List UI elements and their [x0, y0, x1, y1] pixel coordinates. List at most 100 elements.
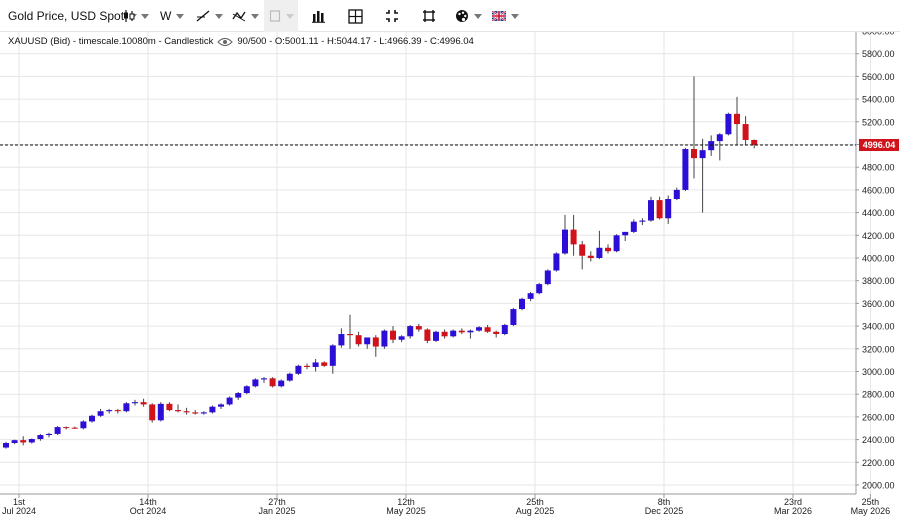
candle-down [347, 334, 353, 336]
interval-dropdown[interactable]: W [160, 0, 185, 32]
y-tick-label: 4400.00 [862, 208, 895, 218]
candle-down [63, 427, 70, 429]
candle-up [648, 200, 654, 221]
last-price-tag: 4996.04 [859, 138, 899, 151]
candle-down [579, 244, 586, 256]
candle-up [286, 373, 293, 381]
y-tick-label: 5800.00 [862, 49, 895, 59]
x-tick-month: Jul 2024 [2, 506, 36, 516]
x-tick-month: May 2025 [386, 506, 426, 516]
candle-up [89, 415, 95, 422]
candle-down [390, 330, 396, 340]
theme-dropdown[interactable] [455, 0, 482, 32]
candle-down [570, 229, 577, 245]
candle-up [622, 231, 629, 236]
candle-down [192, 412, 199, 414]
candle-up [37, 435, 44, 440]
price-axis[interactable]: 2000.00 2200.00 2400.00 2600.00 2800.00 3000.… [855, 32, 895, 494]
candle-up [699, 150, 706, 159]
candle-up [295, 365, 302, 374]
eye-icon[interactable] [217, 37, 234, 47]
candle-down [415, 326, 422, 330]
candle-down [605, 247, 611, 252]
chevron-down-icon [215, 13, 223, 19]
candle-up [708, 141, 715, 151]
candle-up [80, 421, 87, 429]
candle-up [476, 327, 482, 331]
candle-down [691, 149, 697, 159]
x-tick-day: 25th [862, 497, 880, 507]
candle-down [355, 335, 362, 345]
symbol-dropdown[interactable]: Gold Price, USD Spot [8, 0, 138, 32]
candle-up [544, 270, 551, 285]
candle-down [149, 404, 156, 421]
y-tick-label: 5200.00 [862, 117, 895, 127]
candle-down [166, 403, 173, 411]
bars-button[interactable] [312, 0, 326, 32]
fullscreen-button[interactable] [385, 0, 399, 32]
y-tick-label: 2200.00 [862, 458, 895, 468]
y-tick-label: 2800.00 [862, 390, 895, 400]
bars-icon [312, 11, 325, 23]
indicators-dropdown[interactable] [232, 0, 259, 32]
x-tick-day: 25th [526, 497, 544, 507]
candle-up [467, 330, 474, 333]
chevron-down-icon [251, 13, 259, 19]
y-tick-label: 3000.00 [862, 367, 895, 377]
instrument-label: XAUUSD (Bid) - timescale.10080m - Candle… [8, 36, 214, 47]
candle-down [183, 411, 190, 413]
x-tick-day: 27th [268, 497, 286, 507]
square-icon [269, 10, 280, 22]
candle-up [123, 403, 130, 412]
candle-up [673, 189, 680, 199]
crop-button[interactable] [422, 0, 436, 32]
candle-up [46, 433, 52, 436]
candle-up [665, 198, 672, 219]
chevron-down-icon [511, 13, 519, 19]
candle-up [132, 402, 138, 404]
candle-up [725, 113, 732, 135]
chart-type-dropdown[interactable] [122, 0, 149, 32]
candle-up [218, 404, 224, 407]
y-tick-label: 4000.00 [862, 254, 895, 264]
candle-down [484, 327, 491, 332]
candle-down [751, 139, 758, 145]
candle-up [97, 411, 104, 416]
drawing-tools-dropdown[interactable] [196, 0, 223, 32]
x-tick-month: Mar 2026 [774, 506, 812, 516]
candle-up [398, 336, 405, 340]
x-tick-day: 8th [658, 497, 671, 507]
y-tick-label: 4600.00 [862, 185, 895, 195]
x-tick-day: 23rd [784, 497, 802, 507]
candlestick-chart[interactable]: 2000.00 2200.00 2400.00 2600.00 2800.00 3000.… [0, 32, 900, 516]
candle-up [28, 439, 35, 443]
candle-up [407, 326, 414, 337]
shape-tool-dropdown[interactable] [264, 0, 298, 32]
candle-down [269, 378, 276, 387]
candle-up [501, 324, 508, 335]
layout-button[interactable] [348, 0, 363, 32]
language-dropdown[interactable] [492, 0, 519, 32]
candle-up [519, 298, 525, 310]
candle-down [742, 124, 749, 140]
candle-down [321, 362, 328, 366]
candle-up [209, 406, 216, 413]
candle-down [372, 337, 379, 347]
y-tick-label: 2000.00 [862, 481, 895, 491]
y-tick-label: 5400.00 [862, 95, 895, 105]
candle-up [450, 330, 457, 337]
candle-up [252, 379, 259, 387]
x-tick-day: 14th [139, 497, 157, 507]
y-tick-label: 3400.00 [862, 322, 895, 332]
candle-up [278, 380, 285, 387]
interval-label: W [160, 9, 172, 23]
candles-series [3, 76, 758, 449]
candle-up [364, 337, 371, 345]
y-tick-label: 4200.00 [862, 231, 895, 241]
candle-up [157, 403, 164, 421]
candle-up [312, 362, 319, 367]
y-tick-label: 4800.00 [862, 163, 895, 173]
candle-down [175, 410, 181, 412]
candle-up [11, 440, 18, 444]
